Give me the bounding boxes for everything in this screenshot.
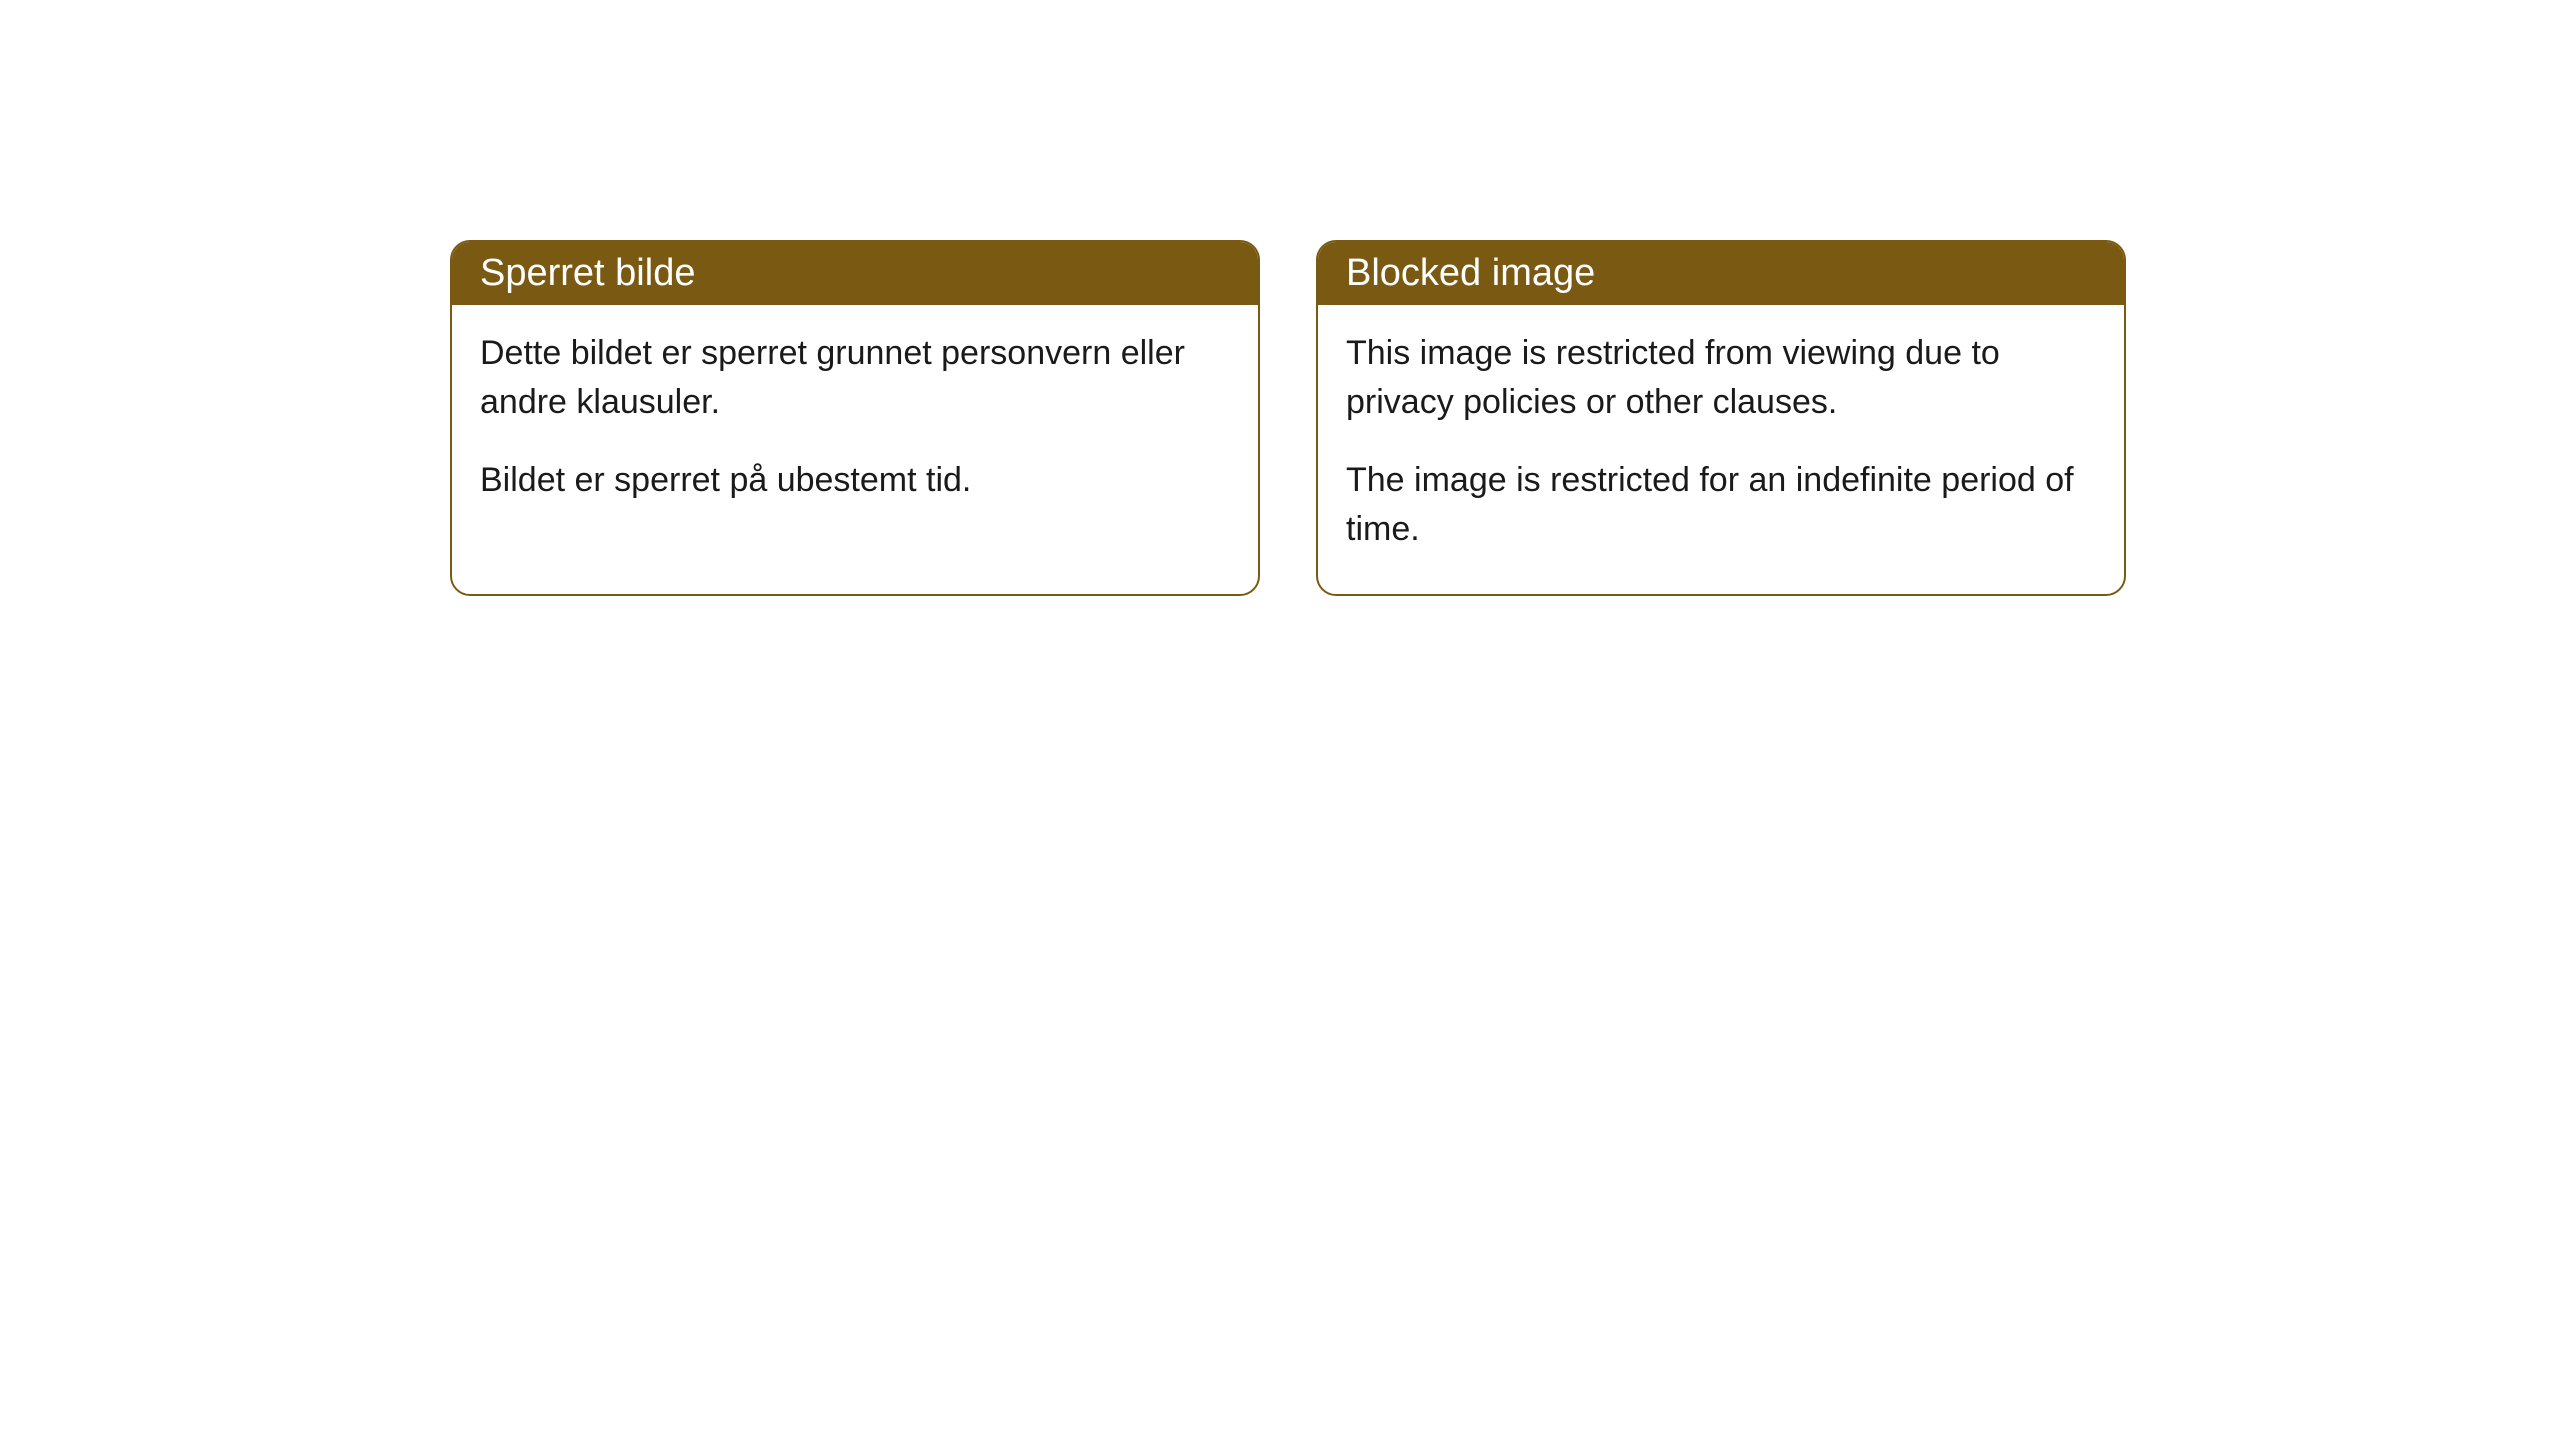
card-paragraph: The image is restricted for an indefinit… bbox=[1346, 456, 2096, 555]
card-body: This image is restricted from viewing du… bbox=[1318, 305, 2124, 594]
card-paragraph: Bildet er sperret på ubestemt tid. bbox=[480, 456, 1230, 505]
card-header: Blocked image bbox=[1318, 242, 2124, 305]
card-header: Sperret bilde bbox=[452, 242, 1258, 305]
card-body: Dette bildet er sperret grunnet personve… bbox=[452, 305, 1258, 545]
notice-cards-container: Sperret bilde Dette bildet er sperret gr… bbox=[450, 240, 2126, 596]
notice-card-english: Blocked image This image is restricted f… bbox=[1316, 240, 2126, 596]
card-paragraph: This image is restricted from viewing du… bbox=[1346, 329, 2096, 428]
card-title: Blocked image bbox=[1346, 252, 1595, 294]
card-paragraph: Dette bildet er sperret grunnet personve… bbox=[480, 329, 1230, 428]
card-title: Sperret bilde bbox=[480, 252, 695, 294]
notice-card-norwegian: Sperret bilde Dette bildet er sperret gr… bbox=[450, 240, 1260, 596]
